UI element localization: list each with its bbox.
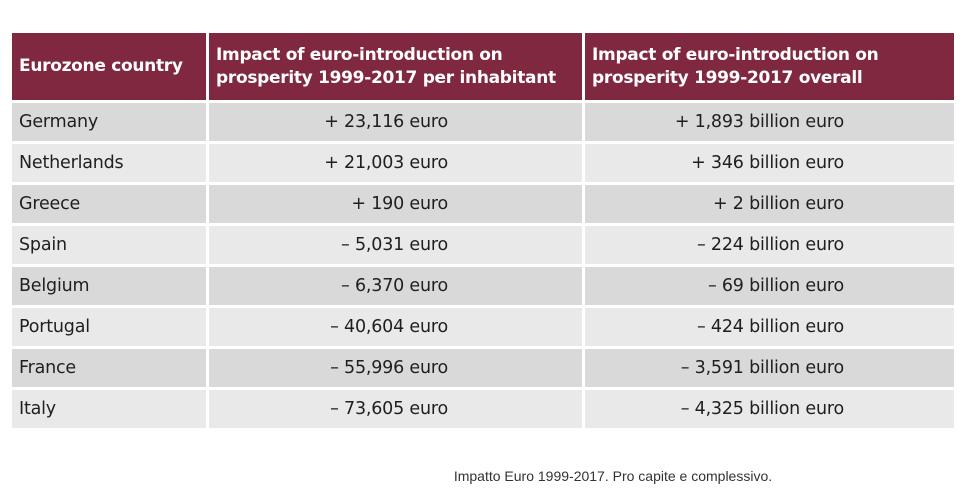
cell-overall: – 4,325 billion euro [585, 390, 954, 428]
cell-per-inhabitant: – 40,604 euro [209, 308, 582, 346]
header-per-inhabitant: Impact of euro-introduction on prosperit… [209, 33, 582, 100]
table-row: Belgium – 6,370 euro – 69 billion euro [12, 267, 954, 305]
table-row: Spain – 5,031 euro – 224 billion euro [12, 226, 954, 264]
cell-country: Netherlands [12, 144, 206, 182]
cell-per-inhabitant: + 190 euro [209, 185, 582, 223]
table-row: Greece + 190 euro + 2 billion euro [12, 185, 954, 223]
cell-country: Greece [12, 185, 206, 223]
cell-overall: – 69 billion euro [585, 267, 954, 305]
table-row: Italy – 73,605 euro – 4,325 billion euro [12, 390, 954, 428]
cell-country: Germany [12, 103, 206, 141]
cell-overall: – 424 billion euro [585, 308, 954, 346]
table-row: France – 55,996 euro – 3,591 billion eur… [12, 349, 954, 387]
cell-country: Spain [12, 226, 206, 264]
table-row: Portugal – 40,604 euro – 424 billion eur… [12, 308, 954, 346]
cell-country: Belgium [12, 267, 206, 305]
cell-country: Portugal [12, 308, 206, 346]
cell-overall: + 1,893 billion euro [585, 103, 954, 141]
header-overall: Impact of euro-introduction on prosperit… [585, 33, 954, 100]
cell-overall: – 3,591 billion euro [585, 349, 954, 387]
header-country: Eurozone country [12, 33, 206, 100]
cell-per-inhabitant: – 5,031 euro [209, 226, 582, 264]
table-row: Germany + 23,116 euro + 1,893 billion eu… [12, 103, 954, 141]
cell-per-inhabitant: + 21,003 euro [209, 144, 582, 182]
euro-impact-table: Eurozone country Impact of euro-introduc… [9, 30, 957, 431]
cell-overall: + 2 billion euro [585, 185, 954, 223]
cell-overall: + 346 billion euro [585, 144, 954, 182]
table-header-row: Eurozone country Impact of euro-introduc… [12, 33, 954, 100]
table-row: Netherlands + 21,003 euro + 346 billion … [12, 144, 954, 182]
cell-country: France [12, 349, 206, 387]
cell-per-inhabitant: – 6,370 euro [209, 267, 582, 305]
euro-impact-table-container: Eurozone country Impact of euro-introduc… [12, 33, 954, 428]
cell-country: Italy [12, 390, 206, 428]
cell-per-inhabitant: – 55,996 euro [209, 349, 582, 387]
cell-per-inhabitant: + 23,116 euro [209, 103, 582, 141]
image-caption: Impatto Euro 1999-2017. Pro capite e com… [453, 468, 773, 484]
cell-per-inhabitant: – 73,605 euro [209, 390, 582, 428]
cell-overall: – 224 billion euro [585, 226, 954, 264]
